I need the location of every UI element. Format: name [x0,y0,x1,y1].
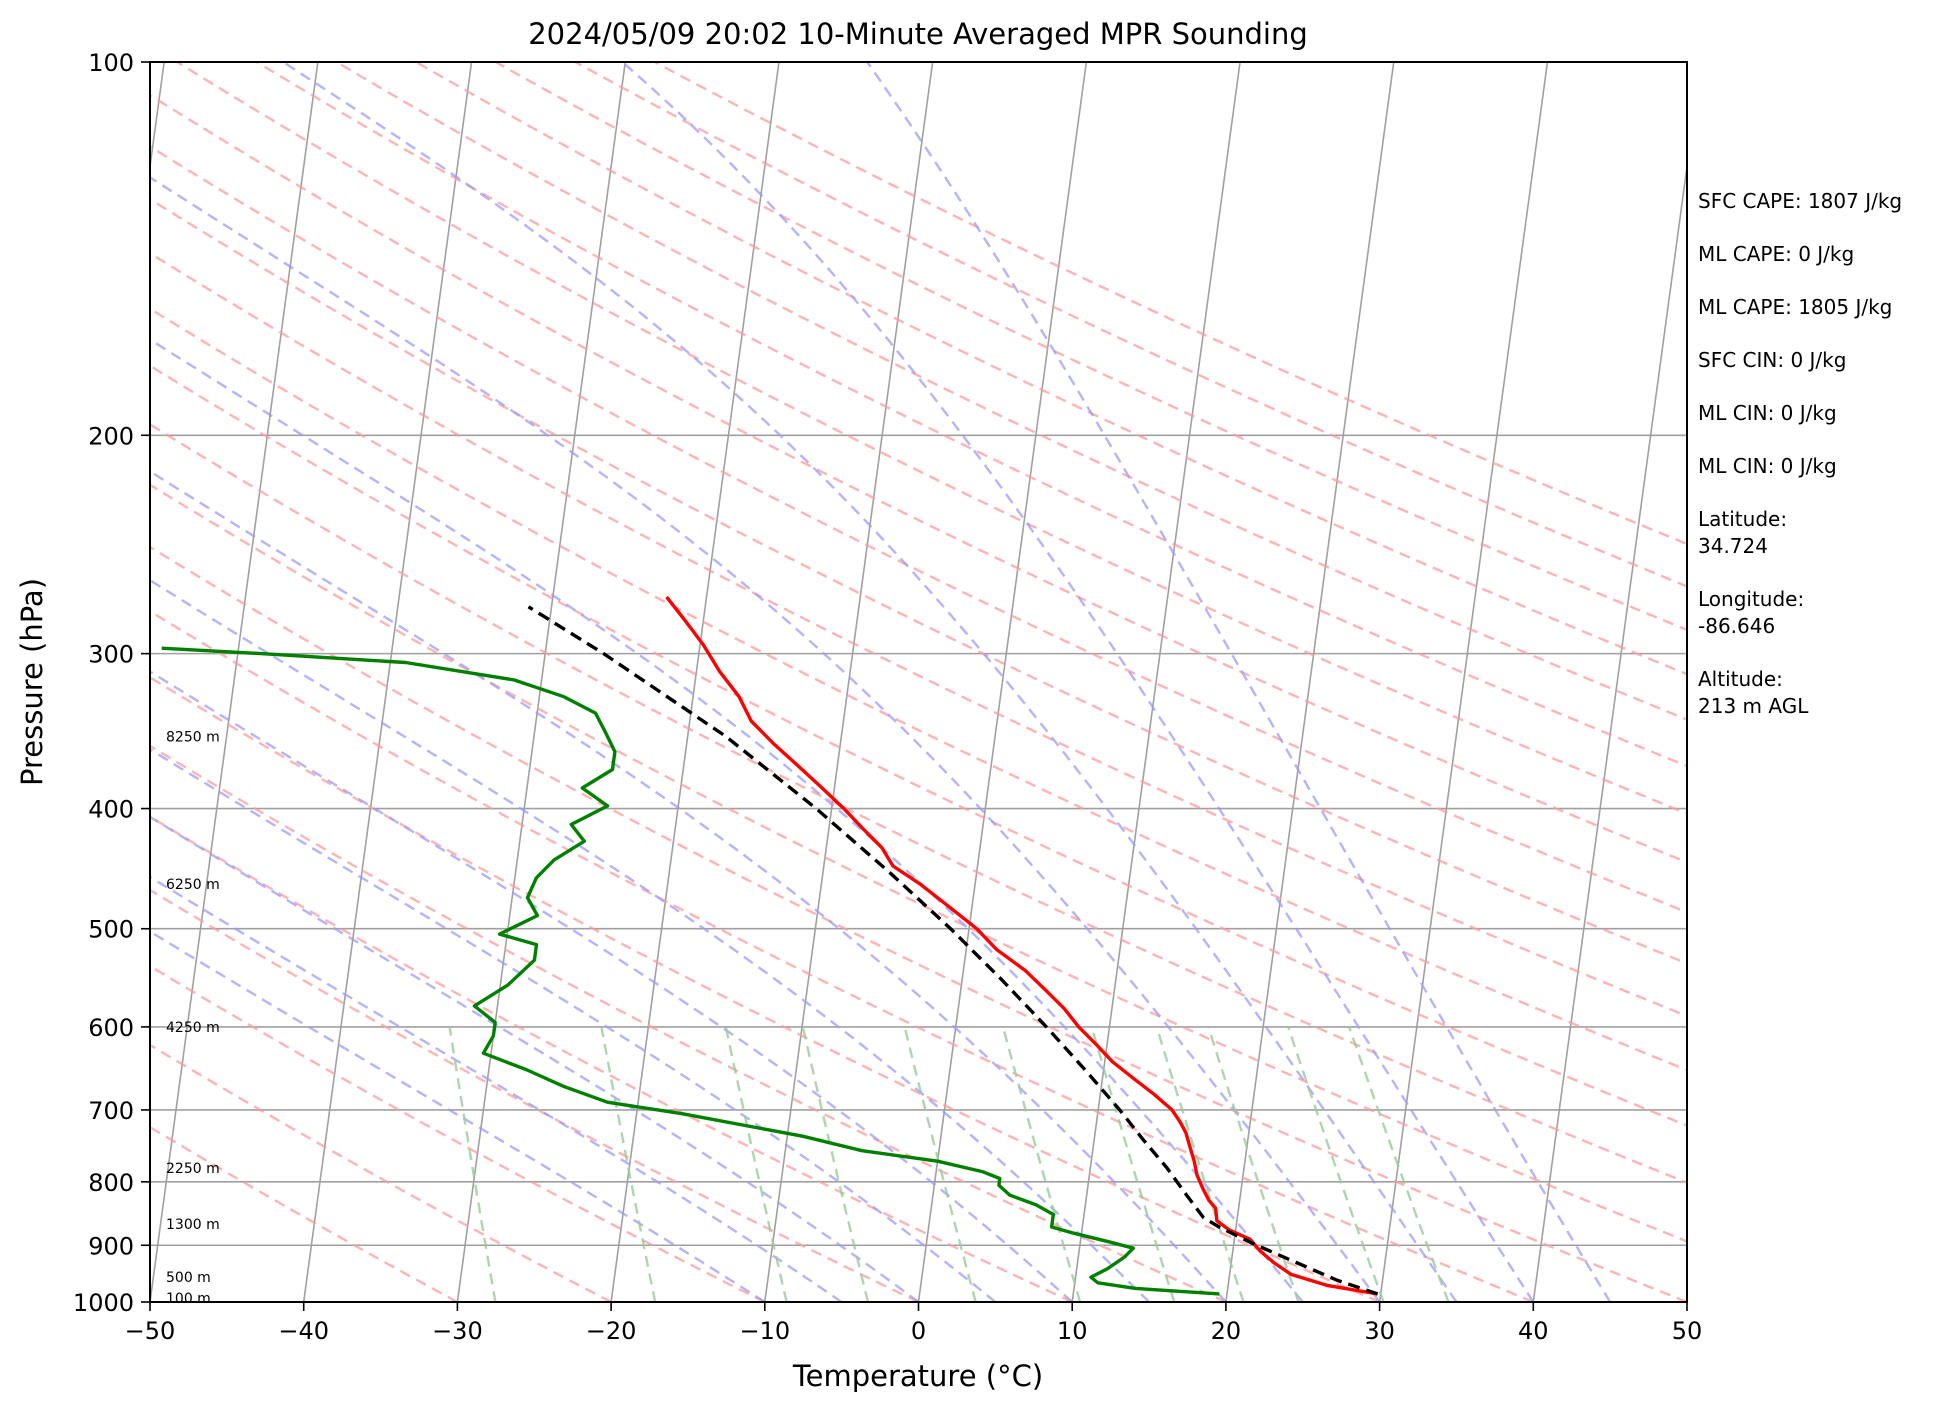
parcel-line [527,605,1379,1296]
y-tick-label: 100 [88,49,134,77]
dewpoint-line [161,646,1220,1296]
ml-cin-text-2: ML CIN: 0 J/kg [1698,454,1837,478]
mixing-ratio-line [600,1026,657,1302]
moist-adiabat-line [150,175,1381,1302]
y-tick-label: 400 [88,796,134,824]
isotherm-line [917,62,1088,1302]
altitude-label: 6250 m [166,877,220,893]
x-tick-label: 0 [911,1317,926,1345]
y-tick-label: 600 [88,1014,134,1042]
mixing-ratio-line [1207,1026,1300,1302]
sfc-cape-text: SFC CAPE: 1807 J/kg [1698,189,1903,213]
isotherm-line [764,62,934,1302]
x-tick-label: −50 [125,1317,176,1345]
dry-adiabat-line [150,815,1073,1302]
moist-adiabat-line [150,578,1150,1302]
sfc-cin-text: SFC CIN: 0 J/kg [1698,348,1847,372]
dry-adiabat-line [150,609,1534,1302]
dry-adiabat-line [335,62,1687,721]
isotherm-line [1071,62,1241,1302]
dry-adiabat-line [150,888,920,1302]
altitude-label: 8250 m [166,730,220,746]
x-tick-label: 20 [1211,1317,1242,1345]
isotherm-line [1378,62,1549,1302]
x-tick-label: −20 [586,1317,637,1345]
ml-cin-text: ML CIN: 0 J/kg [1698,401,1837,425]
plot-background [150,62,1687,1302]
altitude-label: 500 m [166,1270,211,1286]
moist-adiabat-line [150,747,997,1302]
x-tick-label: 50 [1672,1317,1703,1345]
dry-adiabat-line [176,62,1687,815]
x-axis: −50 −40 −30 −20 −10 0 10 20 30 40 50 [125,1302,1703,1345]
ml-cape-text-2: ML CAPE: 1805 J/kg [1698,295,1893,319]
isotherm-line [0,62,10,1302]
x-tick-label: 10 [1057,1317,1088,1345]
isotherm-line [1225,62,1395,1302]
dry-adiabat-line [150,422,1687,1184]
x-tick-label: 40 [1518,1317,1549,1345]
isotherm-line [610,62,780,1302]
mixing-ratio-line [1001,1026,1082,1302]
x-tick-label: 30 [1364,1317,1395,1345]
isotherm-line [1532,160,1687,1302]
x-axis-label: Temperature (°C) [792,1359,1043,1393]
y-tick-label: 800 [88,1169,134,1197]
background-lines [0,62,1687,1302]
mixing-ratio-line [801,1026,870,1302]
chart-title: 2024/05/09 20:02 10-Minute Averaged MPR … [528,17,1308,51]
moist-adiabat-line [150,875,843,1302]
isotherm-line [150,62,319,1302]
y-tick-label: 900 [88,1232,134,1260]
y-tick-label: 700 [88,1097,134,1125]
altitude-label: 1300 m [166,1217,220,1233]
stats-panel: SFC CAPE: 1807 J/kg ML CAPE: 0 J/kg ML C… [1698,188,1928,746]
y-tick-label: 500 [88,916,134,944]
moist-adiabat-line [150,930,766,1302]
moist-adiabat-line [150,670,1074,1302]
mixing-ratio-line [1287,1026,1385,1302]
altitude-labels: 8250 m 6250 m 4250 m 2250 m 1300 m 500 m 100 m [166,730,220,1308]
moist-adiabat-line [621,62,1535,1302]
moist-adiabat-line [150,469,1227,1302]
mixing-ratio-line [724,1026,788,1302]
dry-adiabat-line [574,62,1687,588]
moist-adiabat-line [150,815,920,1302]
altitude-label: 100 m [166,1291,211,1307]
dry-adiabat-line [150,545,1687,1302]
mixing-ratio-line [1155,1026,1245,1302]
temperature-line [665,595,1378,1296]
x-tick-label: −10 [739,1317,790,1345]
dry-adiabat-line [150,364,1687,1127]
ml-cape-text: ML CAPE: 0 J/kg [1698,242,1855,266]
x-tick-label: −40 [278,1317,329,1345]
series-lines [161,595,1379,1296]
y-tick-label: 200 [88,422,134,450]
mixing-ratio-line [448,1026,497,1302]
mixing-ratio-line [903,1026,977,1302]
altitude-label: 4250 m [166,1020,220,1036]
isotherm-line [456,62,627,1302]
longitude-text: Longitude: -86.646 [1698,587,1805,638]
dry-adiabat-line [150,307,1687,1072]
y-tick-label: 300 [88,641,134,669]
dry-adiabat-line [150,744,1227,1302]
y-tick-label: 1000 [73,1289,134,1317]
y-axis: 100 200 300 400 500 600 700 800 900 1000 [73,49,150,1317]
altitude-text: Altitude: 213 m AGL [1698,667,1809,718]
dry-adiabat-line [150,251,1687,1018]
y-axis-label: Pressure (hPa) [15,578,49,786]
dry-adiabat-line [150,483,1687,1243]
altitude-label: 2250 m [166,1161,220,1177]
dry-adiabat-line [150,93,1687,864]
mixing-ratio-line [1090,1026,1176,1302]
moist-adiabat-line [866,62,1612,1302]
dry-adiabat-line [495,62,1687,632]
latitude-text: Latitude: 34.724 [1698,507,1788,558]
mixing-ratio-line [1348,1026,1450,1302]
x-tick-label: −30 [432,1317,483,1345]
moist-adiabat-line [150,338,1304,1302]
dry-adiabat-line [150,676,1381,1302]
